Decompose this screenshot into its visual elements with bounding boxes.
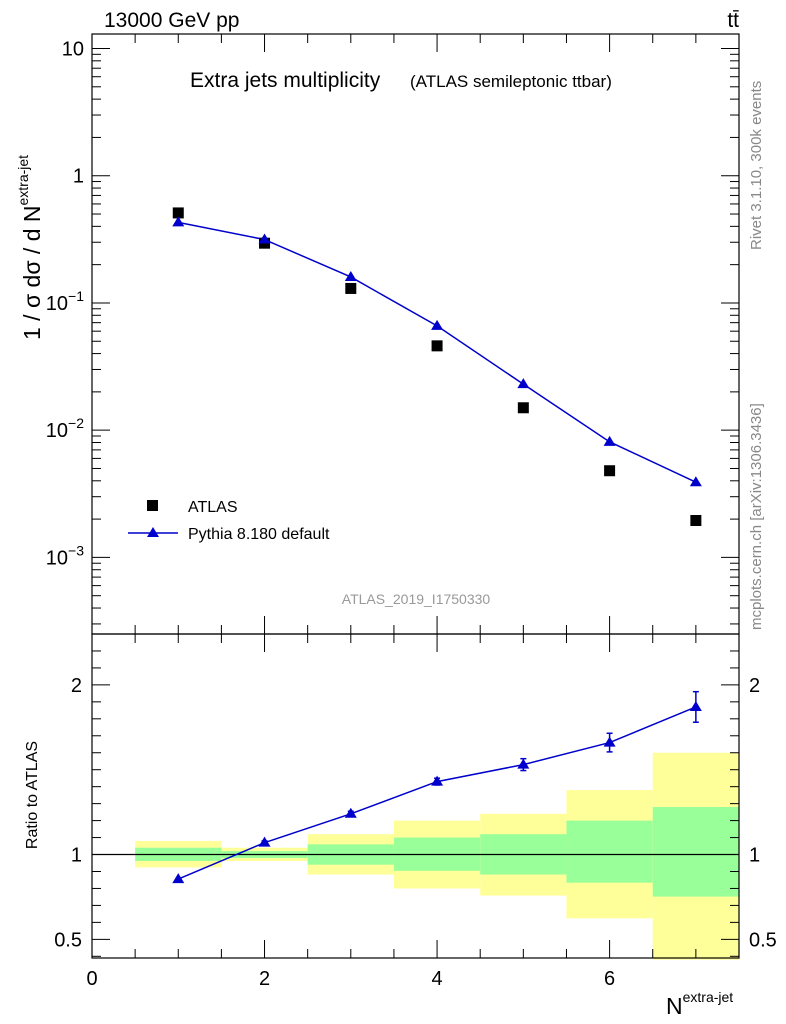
legend-atlas-marker — [147, 500, 158, 511]
legend-pythia-marker — [147, 527, 159, 537]
ratio-point-5 — [517, 758, 530, 769]
main-y-axis-label: 1 / σ dσ / d Nextra-jet — [15, 155, 45, 340]
ratio-y-tick-label-left-3: 0.5 — [54, 929, 82, 951]
green-band-7 — [652, 807, 739, 897]
analysis-watermark: ATLAS_2019_I1750330 — [342, 591, 491, 607]
ratio-y-tick-label-right-2: 1 — [749, 845, 760, 867]
main-y-tick-label-1: 10 — [62, 38, 84, 60]
x-axis-label-text: N — [666, 993, 683, 1019]
pythia-point-6 — [603, 435, 616, 446]
x-axis-label-sup: extra-jet — [683, 989, 734, 1005]
rivet-version-label: Rivet 3.1.10, 300k events — [748, 81, 765, 250]
legend-pythia-label: Pythia 8.180 default — [188, 526, 330, 543]
ratio-series-layer — [172, 690, 702, 884]
main-frame — [91, 33, 740, 635]
green-band-6 — [566, 820, 653, 883]
main-y-tick-base-1: 10 — [62, 38, 84, 60]
ratio-point-1 — [172, 873, 185, 884]
ratio-point-7 — [689, 700, 702, 711]
chart-subtitle: (ATLAS semileptonic ttbar) — [410, 72, 612, 91]
pythia-point-7 — [689, 476, 702, 487]
ratio-point-2 — [258, 836, 271, 847]
atlas-point-1 — [172, 207, 184, 219]
x-tick-label-1: 0 — [86, 968, 97, 990]
pythia-point-1 — [172, 216, 185, 227]
x-axis-label: Nextra-jet — [666, 989, 733, 1019]
ratio-point-3 — [344, 807, 357, 818]
main-y-tick-base-3: 10 — [46, 293, 68, 315]
main-y-tick-label-4: 10−2 — [46, 415, 84, 442]
pythia-point-5 — [517, 378, 530, 389]
ratio-frame — [91, 633, 740, 959]
ratio-point-6 — [603, 736, 616, 747]
chart-title: Extra jets multiplicity — [190, 69, 381, 92]
main-y-tick-label-3: 10−1 — [46, 288, 84, 315]
ratio-point-4 — [431, 775, 444, 786]
main-y-tick-base-2: 1 — [73, 166, 84, 188]
process-label: tt̄ — [727, 9, 739, 32]
x-tick-label-3: 4 — [432, 968, 443, 990]
main-y-axis-label-sup: extra-jet — [15, 155, 31, 206]
atlas-point-4 — [431, 340, 443, 352]
ratio-y-tick-label-left-2: 1 — [71, 845, 82, 867]
legend: ATLAS Pythia 8.180 default — [128, 499, 330, 543]
x-tick-label-4: 6 — [604, 968, 615, 990]
ratio-y-axis-label: Ratio to ATLAS — [24, 741, 41, 849]
main-y-tick-exp-3: −1 — [68, 288, 84, 304]
ratio-y-tick-label-right-1: 2 — [749, 675, 760, 697]
pythia-point-2 — [258, 233, 271, 244]
main-series-layer — [172, 207, 702, 527]
main-y-tick-label-5: 10−3 — [46, 542, 84, 569]
main-y-tick-base-5: 10 — [46, 547, 68, 569]
atlas-point-7 — [690, 515, 702, 527]
legend-atlas-label: ATLAS — [188, 499, 238, 516]
atlas-point-5 — [517, 402, 529, 414]
pythia-point-4 — [431, 319, 444, 330]
energy-label: 13000 GeV pp — [104, 9, 239, 32]
main-y-tick-exp-5: −3 — [68, 542, 84, 558]
main-y-axis-label-text: 1 / σ dσ / d N — [19, 206, 45, 341]
atlas-point-3 — [345, 282, 357, 294]
ratio-uncertainty-bands — [92, 752, 739, 960]
main-y-tick-label-2: 1 — [73, 166, 84, 188]
atlas-point-6 — [604, 465, 616, 477]
ratio-y-tick-label-right-3: 0.5 — [749, 929, 777, 951]
main-y-tick-base-4: 10 — [46, 420, 68, 442]
x-tick-label-2: 2 — [259, 968, 270, 990]
ratio-axes: 0 2 4 6 2 2 1 1 0.5 0.5 — [54, 633, 777, 990]
pythia-point-3 — [344, 270, 357, 281]
pythia-line — [178, 221, 697, 483]
main-y-tick-exp-4: −2 — [68, 415, 84, 431]
mcplots-label: mcplots.cern.ch [arXiv:1306.3436] — [748, 403, 765, 630]
ratio-y-tick-label-left-1: 2 — [71, 675, 82, 697]
